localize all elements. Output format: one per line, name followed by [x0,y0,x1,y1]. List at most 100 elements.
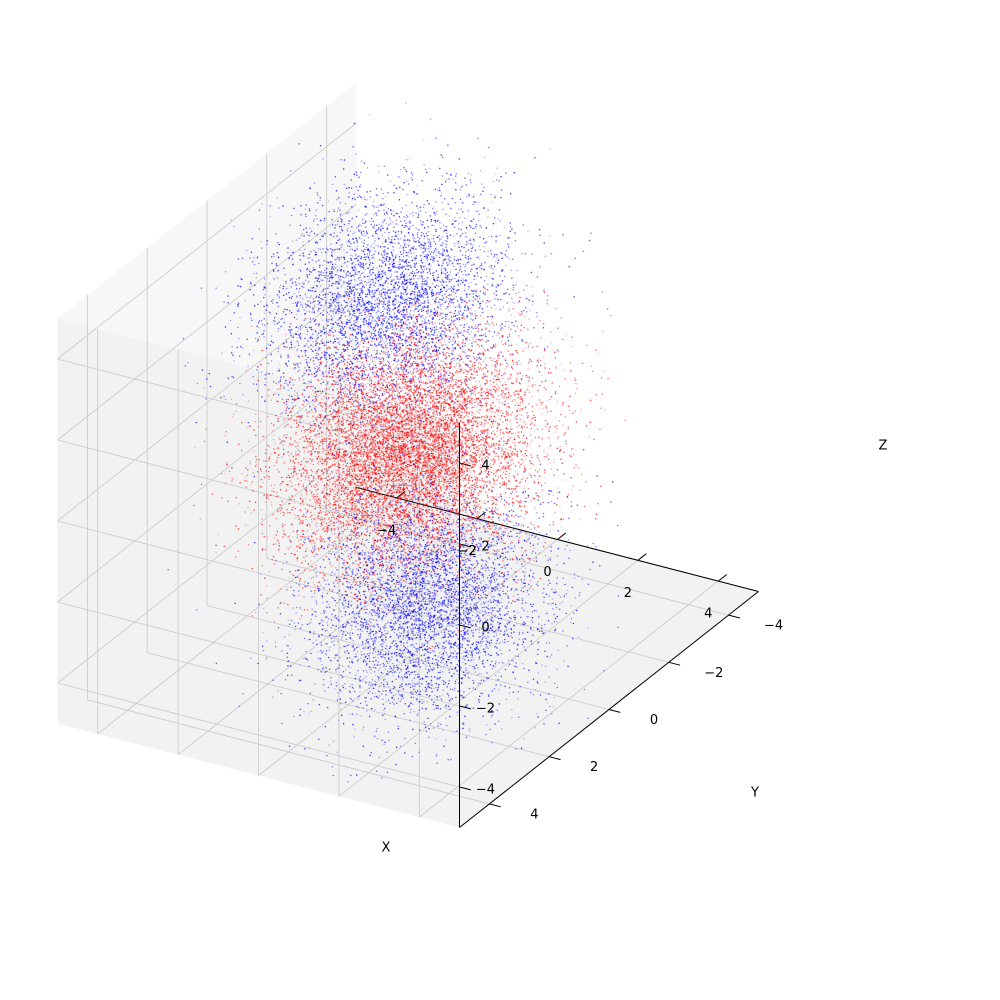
data-point [456,212,458,214]
data-point [330,315,333,317]
data-point [392,255,394,258]
data-point [407,278,410,281]
data-point [446,271,449,274]
data-point [379,230,382,232]
data-point [340,361,342,363]
data-point [360,257,362,260]
data-point [381,325,384,327]
data-point [497,283,499,286]
data-point [355,185,358,188]
data-point [450,256,452,259]
data-point [418,340,420,342]
data-point [348,211,350,214]
data-point [404,291,407,294]
data-point [281,317,284,320]
data-point [344,301,347,303]
data-point [377,244,379,247]
data-point [472,203,475,206]
data-point [455,219,457,222]
data-point [310,295,312,297]
data-point [309,321,312,324]
data-point [239,285,242,288]
data-point [408,183,410,185]
data-point [340,220,343,223]
data-point [390,281,392,283]
data-point [474,232,477,234]
data-point [364,258,367,261]
data-point [474,312,476,314]
data-point [418,229,420,231]
data-point [356,354,359,356]
data-point [381,234,384,237]
data-point [313,363,315,365]
data-point [537,361,540,363]
data-point [337,306,340,309]
data-point [393,304,395,306]
data-point [366,353,368,356]
data-point [469,239,472,242]
data-point [414,308,416,311]
data-point [349,220,351,222]
data-point [315,295,318,297]
data-point [297,412,299,414]
data-point [227,377,229,379]
data-point [382,331,385,333]
data-point [340,295,342,297]
data-point [377,331,380,334]
data-point [346,388,348,390]
data-point [491,284,493,286]
data-point [401,368,403,371]
data-point [479,248,482,251]
data-point [291,281,294,284]
data-point [571,336,573,338]
data-point [393,191,395,194]
data-point [323,217,326,220]
data-point [362,367,365,370]
data-point [340,377,342,380]
data-point [310,378,312,381]
data-point [387,351,389,353]
data-point [318,366,321,369]
data-point [422,292,425,295]
data-point [330,243,332,245]
data-point [338,296,340,298]
data-point [338,361,340,363]
data-point [266,240,268,242]
data-point [313,232,316,235]
data-point [337,207,340,209]
data-point [351,286,354,288]
data-point [508,310,510,313]
data-point [420,234,423,237]
data-point [367,256,370,259]
data-point [441,175,444,177]
data-point [433,329,436,331]
data-point [467,249,470,251]
data-point [574,257,577,260]
data-point [304,213,307,216]
data-point [390,273,393,275]
data-point [282,294,285,296]
data-point [426,199,429,202]
data-point [353,320,355,322]
data-point [432,237,435,240]
data-point [441,281,443,284]
data-point [511,322,513,324]
data-point [362,383,364,385]
data-point [318,276,321,279]
data-point [385,322,388,324]
data-point [368,315,371,318]
data-point [230,333,233,335]
data-point [459,244,461,246]
data-point [371,371,374,374]
data-point [404,387,406,390]
data-point [473,278,475,281]
data-point [336,210,339,212]
data-point [315,371,317,373]
data-point [336,235,338,237]
data-point [378,352,381,354]
data-point [381,254,384,257]
data-point [311,259,314,261]
data-point [394,307,397,310]
x-tick-mark [717,574,728,582]
data-point [385,239,387,241]
